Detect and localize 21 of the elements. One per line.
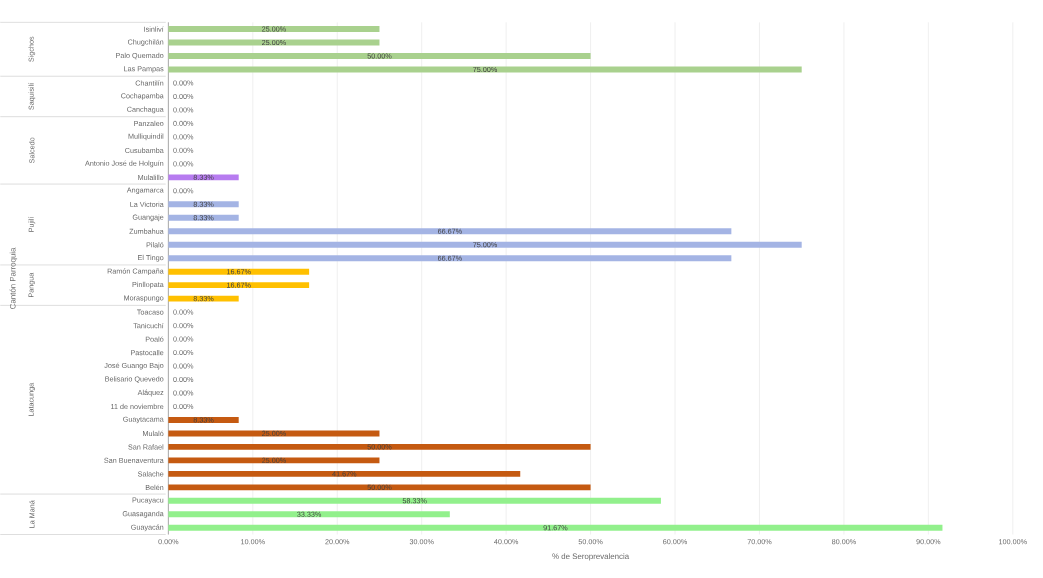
bar	[168, 201, 239, 208]
bar	[168, 484, 591, 491]
bar	[168, 430, 380, 437]
bar	[168, 457, 380, 464]
bar	[168, 470, 521, 477]
bar	[168, 241, 802, 248]
bar	[168, 268, 310, 275]
bar	[168, 511, 450, 518]
bar	[168, 26, 380, 33]
bar	[168, 444, 591, 450]
bar	[168, 524, 943, 531]
bar	[168, 282, 310, 289]
bar	[168, 39, 380, 46]
bar	[168, 497, 661, 504]
bar	[168, 417, 239, 423]
bar	[168, 255, 732, 262]
bar	[168, 295, 239, 302]
bar	[168, 214, 239, 221]
bar	[168, 53, 591, 60]
bar	[168, 228, 732, 235]
bar	[168, 174, 239, 181]
